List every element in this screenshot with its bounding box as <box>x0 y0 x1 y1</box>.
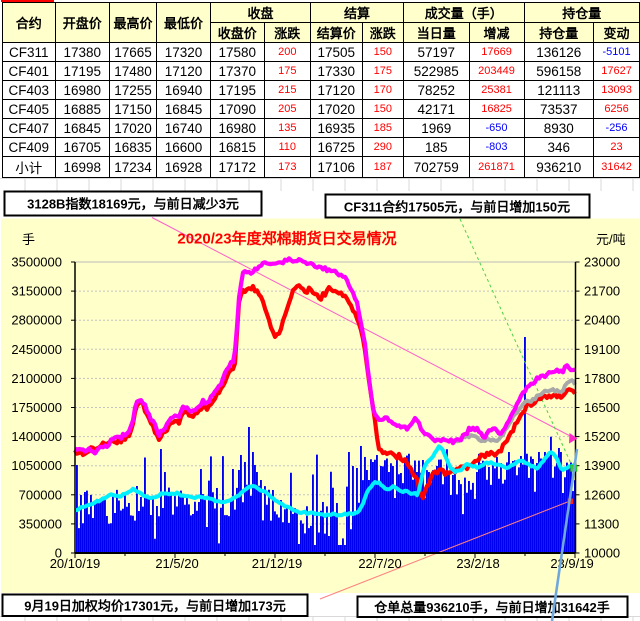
svg-text:23/2/18: 23/2/18 <box>456 556 499 571</box>
svg-text:3150000: 3150000 <box>11 284 62 299</box>
svg-text:21/5/20: 21/5/20 <box>155 556 198 571</box>
svg-text:0: 0 <box>55 546 62 561</box>
svg-text:23000: 23000 <box>584 255 620 270</box>
svg-text:22/7/20: 22/7/20 <box>358 556 401 571</box>
svg-text:23/9/19: 23/9/19 <box>550 556 593 571</box>
svg-text:19100: 19100 <box>584 342 620 357</box>
svg-text:1400000: 1400000 <box>11 429 62 444</box>
svg-text:1750000: 1750000 <box>11 400 62 415</box>
svg-text:9月19日加权均价17301元，与前日增加173元: 9月19日加权均价17301元，与前日增加173元 <box>24 599 286 614</box>
svg-text:700000: 700000 <box>19 487 62 502</box>
svg-text:3500000: 3500000 <box>11 255 62 270</box>
svg-text:15200: 15200 <box>584 429 620 444</box>
svg-text:2020/23年度郑棉期货日交易情况: 2020/23年度郑棉期货日交易情况 <box>177 230 396 248</box>
svg-text:17800: 17800 <box>584 371 620 386</box>
svg-text:元/吨: 元/吨 <box>596 232 626 247</box>
svg-text:2450000: 2450000 <box>11 342 62 357</box>
svg-text:20400: 20400 <box>584 313 620 328</box>
svg-text:21/12/19: 21/12/19 <box>252 556 303 571</box>
svg-text:11300: 11300 <box>584 516 619 531</box>
svg-text:350000: 350000 <box>19 516 62 531</box>
svg-text:2800000: 2800000 <box>11 313 62 328</box>
svg-text:3128B指数18169元，与前日减少3元: 3128B指数18169元，与前日减少3元 <box>27 197 239 212</box>
svg-text:10000: 10000 <box>584 546 620 561</box>
svg-text:1050000: 1050000 <box>11 458 62 473</box>
svg-text:仓单总量936210手，与前日增加31642手: 仓单总量936210手，与前日增加31642手 <box>373 600 610 615</box>
svg-text:21700: 21700 <box>584 284 620 299</box>
svg-text:13900: 13900 <box>584 458 620 473</box>
svg-text:12600: 12600 <box>584 487 620 502</box>
svg-text:20/10/19: 20/10/19 <box>50 556 101 571</box>
svg-text:16500: 16500 <box>584 400 620 415</box>
svg-text:2100000: 2100000 <box>11 371 62 386</box>
svg-text:CF311合约17505元，与前日增加150元: CF311合约17505元，与前日增加150元 <box>344 200 570 215</box>
svg-text:手: 手 <box>22 232 35 247</box>
